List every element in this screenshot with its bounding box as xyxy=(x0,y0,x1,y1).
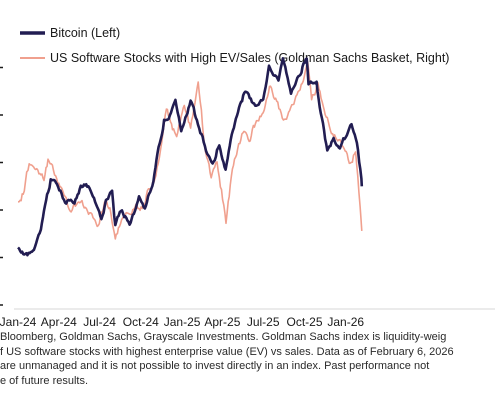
legend-label-bitcoin: Bitcoin (Left) xyxy=(50,26,120,40)
left-axis xyxy=(0,66,3,306)
footnote-line: Bloomberg, Goldman Sachs, Grayscale Inve… xyxy=(0,331,447,343)
x-tick-label: Jan-24 xyxy=(0,315,37,329)
x-axis: Jan-24 Apr-24 Jul-24 Oct-24 Jan-25 Apr-25 Jul-… xyxy=(0,315,364,329)
series-line-software xyxy=(18,60,363,240)
x-tick-label: Jan-26 xyxy=(327,315,364,329)
x-tick-label: Jul-24 xyxy=(83,315,116,329)
x-tick-label: Jul-25 xyxy=(247,315,280,329)
footnote-line: e of future results. xyxy=(0,374,89,387)
x-tick-label: Jan-25 xyxy=(164,315,201,329)
x-tick-label: Apr-24 xyxy=(41,315,77,329)
legend-label-software: US Software Stocks with High EV/Sales (G… xyxy=(50,51,449,65)
x-tick-label: Oct-24 xyxy=(123,315,159,329)
x-tick-label: Apr-25 xyxy=(204,315,240,329)
legend: Bitcoin (Left) US Software Stocks with H… xyxy=(20,26,449,65)
series-line-bitcoin xyxy=(17,57,364,257)
x-tick-label: Oct-25 xyxy=(286,315,322,329)
series-layer xyxy=(17,57,364,257)
footnote-line: are unmanaged and it is not possible to … xyxy=(0,360,430,372)
footnote-line: f US software stocks with highest enterp… xyxy=(0,345,454,358)
source-footnote: Bloomberg, Goldman Sachs, Grayscale Inve… xyxy=(0,330,495,388)
chart: Bitcoin (Left) US Software Stocks with H… xyxy=(0,26,495,329)
